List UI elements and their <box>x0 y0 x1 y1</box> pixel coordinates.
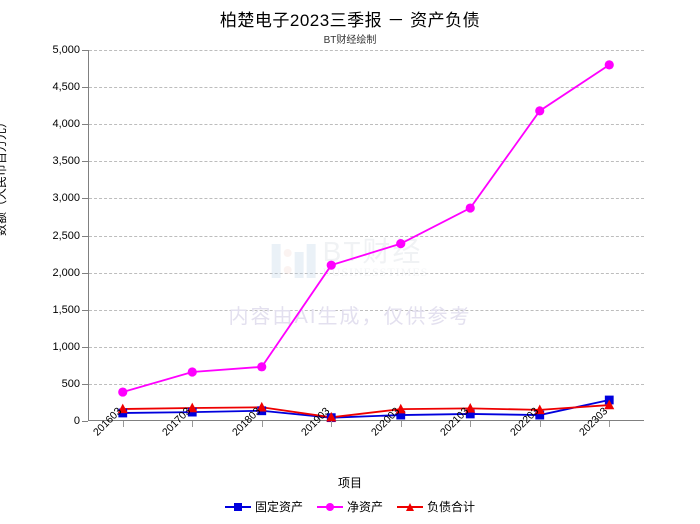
y-tick-label: 1,000 <box>52 340 80 353</box>
x-tick-mark <box>400 421 402 427</box>
legend-marker-circle <box>325 502 334 511</box>
legend-item-1[interactable]: 固定资产 <box>224 498 303 515</box>
y-tick-mark <box>82 383 88 385</box>
y-tick-mark <box>82 124 88 126</box>
x-tick-mark <box>331 421 333 427</box>
data-point-circle <box>257 362 267 372</box>
legend-marker-triangle <box>406 502 414 511</box>
gridline <box>89 87 644 89</box>
gridline <box>89 50 644 51</box>
data-point-circle <box>604 60 614 70</box>
data-point-triangle <box>534 404 545 415</box>
data-point-triangle <box>187 402 198 413</box>
gridline <box>89 272 644 274</box>
y-tick-label: 5,000 <box>52 44 80 56</box>
y-tick-label: 3,500 <box>52 155 80 168</box>
x-tick-mark <box>122 421 124 427</box>
y-tick-label: 4,500 <box>52 81 80 94</box>
x-axis-label: 项目 <box>337 476 362 490</box>
legend-marker-square <box>233 502 242 511</box>
data-point-circle <box>465 203 475 213</box>
y-tick-mark <box>82 346 88 348</box>
gridline <box>89 235 644 237</box>
legend-swatch <box>397 502 423 512</box>
series-line <box>122 64 610 393</box>
plot-area <box>88 50 644 421</box>
data-point-square <box>396 410 406 420</box>
y-tick-label: 4,000 <box>52 118 80 131</box>
y-tick-mark <box>82 50 88 51</box>
legend-item-3[interactable]: 负债合计 <box>397 498 475 515</box>
data-point-circle <box>326 260 336 270</box>
series-line <box>122 399 610 419</box>
x-tick-mark <box>470 421 472 427</box>
series-line <box>122 404 610 419</box>
legend-swatch <box>316 502 343 512</box>
y-tick-label: 3,000 <box>52 192 80 205</box>
y-tick-mark <box>82 198 88 200</box>
data-point-triangle <box>395 403 406 414</box>
y-tick-label: 2,500 <box>52 229 80 242</box>
y-tick-mark <box>82 309 88 311</box>
y-tick-label: 500 <box>61 377 80 390</box>
x-tick-mark <box>192 421 194 427</box>
data-point-square <box>535 410 545 420</box>
x-tick-mark <box>261 421 263 427</box>
data-point-triangle <box>604 399 615 410</box>
legend-label: 负债合计 <box>427 500 476 514</box>
data-point-square <box>465 409 475 419</box>
y-tick-label: 1,500 <box>52 303 80 316</box>
data-point-circle <box>187 367 197 377</box>
y-tick-label: 0 <box>73 415 80 427</box>
data-point-triangle <box>465 402 476 413</box>
legend-item-2[interactable]: 净资产 <box>316 498 383 515</box>
x-tick-mark <box>539 421 541 427</box>
data-point-circle <box>396 239 406 249</box>
x-tick-mark <box>609 421 611 427</box>
y-tick-mark <box>82 161 88 163</box>
y-tick-mark <box>82 235 88 237</box>
chart-subtitle: BT财经绘制 <box>323 35 377 46</box>
gridline <box>89 383 644 385</box>
data-point-triangle <box>326 411 337 422</box>
data-point-triangle <box>256 401 267 412</box>
chart-legend: 固定资产 净资产 负债合计 <box>0 498 700 515</box>
data-point-circle <box>118 387 128 397</box>
gridline <box>89 161 644 163</box>
gridlines <box>89 50 644 420</box>
y-tick-label: 2,000 <box>52 266 80 279</box>
y-tick-mark <box>82 421 88 422</box>
data-point-triangle <box>117 403 128 414</box>
legend-swatch <box>224 502 251 512</box>
legend-label: 固定资产 <box>254 500 303 514</box>
chart-title: 柏楚电子2023三季报 － 资产负债 <box>219 11 481 30</box>
y-tick-mark <box>82 272 88 274</box>
data-point-circle <box>535 106 545 116</box>
gridline <box>89 309 644 311</box>
gridline <box>89 346 644 348</box>
y-tick-mark <box>82 87 88 89</box>
gridline <box>89 124 644 126</box>
gridline <box>89 198 644 200</box>
legend-label: 净资产 <box>346 500 383 514</box>
